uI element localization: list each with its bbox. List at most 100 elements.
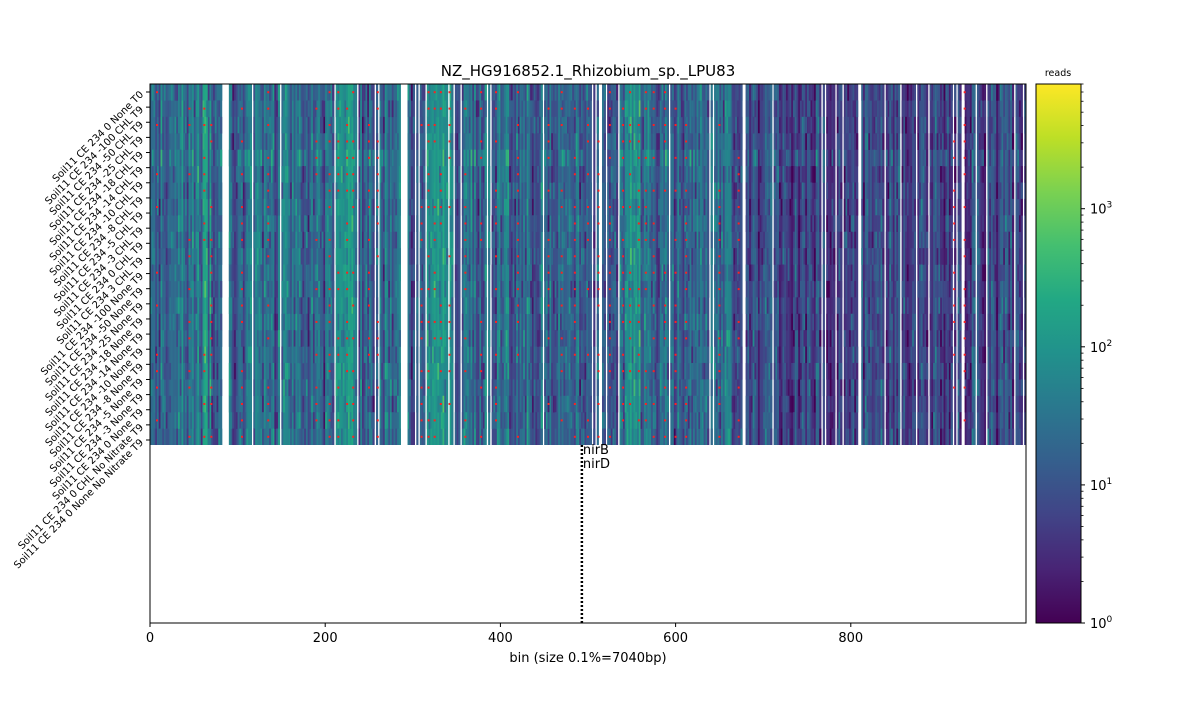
- heat-cell: [211, 84, 214, 101]
- heat-cell: [470, 395, 473, 413]
- heat-cell: [304, 428, 307, 445]
- heat-cell: [228, 264, 231, 282]
- heat-cell: [631, 198, 634, 216]
- heat-cell: [808, 133, 811, 150]
- heat-cell: [435, 231, 438, 249]
- heat-cell: [503, 215, 507, 232]
- heat-cell: [575, 346, 578, 364]
- heat-cell: [290, 198, 293, 216]
- heat-cell: [873, 116, 876, 134]
- heat-cell: [544, 215, 547, 232]
- heat-cell: [647, 149, 650, 167]
- heat-cell: [559, 379, 563, 397]
- heat-cell: [335, 362, 338, 380]
- heat-cell: [978, 248, 981, 265]
- heat-cell: [510, 264, 514, 282]
- heat-cell: [973, 133, 976, 150]
- heat-cell: [787, 264, 790, 282]
- heat-cell: [577, 330, 580, 347]
- heat-cell: [665, 346, 668, 364]
- heat-cell: [461, 198, 465, 216]
- heat-cell: [379, 428, 382, 445]
- heat-cell: [1024, 362, 1026, 380]
- heat-cell: [686, 313, 689, 331]
- heat-cell: [829, 231, 832, 249]
- heat-cell: [269, 182, 272, 200]
- heat-cell: [913, 198, 917, 216]
- heat-cell: [661, 395, 664, 413]
- heat-cell: [174, 182, 177, 200]
- heat-cell: [482, 280, 486, 298]
- heat-cell: [463, 133, 466, 150]
- heat-cell: [176, 84, 179, 101]
- heat-cell: [325, 133, 328, 150]
- heat-column: [892, 84, 895, 445]
- heat-cell: [349, 264, 352, 282]
- heat-cell: [614, 297, 617, 315]
- heat-cell: [157, 166, 160, 183]
- heat-cell: [715, 198, 719, 216]
- heat-cell: [579, 182, 582, 200]
- heat-cell: [763, 231, 766, 249]
- heat-cell: [262, 198, 265, 216]
- heat-cell: [1024, 313, 1026, 331]
- heat-cell: [230, 182, 233, 200]
- heat-column: [458, 84, 461, 445]
- heat-cell: [523, 215, 526, 232]
- heat-cell: [719, 346, 722, 364]
- heat-cell: [619, 346, 622, 364]
- heat-cell: [983, 133, 987, 150]
- heat-cell: [863, 330, 866, 347]
- heat-cell: [889, 330, 892, 347]
- heat-cell: [724, 166, 727, 183]
- heat-cell: [369, 166, 372, 183]
- heat-cell: [267, 313, 270, 331]
- heat-cell: [736, 133, 740, 150]
- heat-cell: [538, 297, 542, 315]
- heat-cell: [749, 313, 752, 331]
- heat-cell: [749, 198, 752, 216]
- heat-cell: [670, 100, 673, 118]
- heat-column: [379, 84, 382, 445]
- heat-cell: [481, 362, 484, 380]
- heat-cell: [353, 100, 356, 118]
- heat-cell: [484, 182, 487, 200]
- heat-cell: [852, 100, 855, 118]
- heat-cell: [260, 215, 263, 232]
- heat-cell: [665, 215, 668, 232]
- heat-cell: [828, 362, 831, 380]
- heat-cell: [519, 231, 522, 249]
- heat-cell: [607, 116, 610, 134]
- heat-cell: [971, 133, 974, 150]
- heat-cell: [211, 346, 214, 364]
- heat-column: [682, 84, 685, 445]
- heat-cell: [195, 330, 198, 347]
- heat-cell: [493, 297, 496, 315]
- heat-cell: [849, 379, 852, 397]
- heat-cell: [913, 412, 917, 429]
- heat-cell: [204, 346, 207, 364]
- heat-cell: [749, 215, 752, 232]
- heat-cell: [565, 198, 568, 216]
- heat-cell: [885, 84, 888, 101]
- heat-cell: [496, 362, 500, 380]
- heat-cell: [514, 182, 517, 200]
- heat-cell: [584, 215, 587, 232]
- heat-cell: [878, 198, 881, 216]
- heat-cell: [1018, 362, 1022, 380]
- heat-cell: [297, 215, 300, 232]
- heat-cell: [973, 313, 976, 331]
- heat-cell: [913, 313, 917, 331]
- heat-cell: [698, 412, 701, 429]
- heat-cell: [524, 428, 528, 445]
- heat-cell: [682, 133, 685, 150]
- heat-cell: [505, 297, 508, 315]
- heat-cell: [479, 182, 482, 200]
- heat-cell: [274, 362, 277, 380]
- read-marker: [188, 124, 191, 127]
- read-marker: [203, 156, 206, 159]
- heat-cell: [216, 100, 219, 118]
- heat-cell: [812, 313, 815, 331]
- heat-cell: [638, 215, 641, 232]
- heat-cell: [714, 330, 717, 347]
